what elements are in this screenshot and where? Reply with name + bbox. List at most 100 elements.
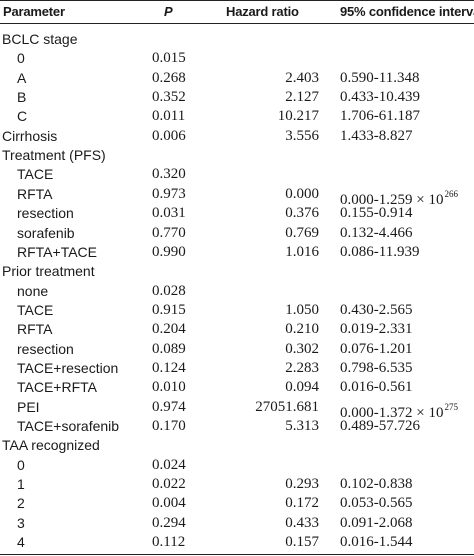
row-p-value: 0.990 [152, 243, 186, 260]
ci-text: 0.076-1.201 [340, 340, 413, 357]
row-p-value: 0.974 [152, 398, 186, 415]
row-subparameter: TACE+RFTA [17, 379, 97, 396]
table-row: Prior treatment [0, 261, 474, 281]
ci-text: 0.430-2.565 [340, 301, 413, 318]
row-hazard-ratio: 1.050 [285, 301, 319, 318]
row-confidence-interval: 0.053-0.565 [340, 493, 413, 513]
table-row: RFTA 0.973 0.000 0.000-1.259 × 10266 [0, 184, 474, 208]
table-row: 0 0.024 [0, 455, 474, 475]
header-parameter: Parameter [3, 4, 65, 19]
row-subparameter: TACE [17, 166, 54, 183]
row-hazard-ratio: 0.210 [285, 321, 319, 338]
row-p-value: 0.204 [152, 321, 186, 338]
ci-text: 0.053-0.565 [340, 495, 413, 512]
ci-exponent: 275 [444, 401, 458, 412]
row-parameter: BCLC stage [2, 31, 78, 47]
row-subparameter: B [17, 89, 27, 106]
row-hazard-ratio: 0.000 [285, 185, 319, 202]
row-subparameter: sorafenib [17, 224, 75, 241]
row-p-value: 0.031 [152, 205, 186, 222]
table-row: 1 0.022 0.293 0.102-0.838 [0, 474, 474, 494]
ci-text: 0.016-1.544 [340, 534, 413, 551]
table-row: TAA recognized [0, 435, 474, 455]
table-row: C 0.011 10.217 1.706-61.187 [0, 106, 474, 126]
bottom-rule [0, 554, 474, 555]
row-p-value: 0.170 [152, 418, 186, 434]
table-row: TACE+resection 0.124 2.283 0.798-6.535 [0, 358, 474, 378]
table-row: TACE 0.320 [0, 164, 474, 184]
ci-text: 0.102-0.838 [340, 476, 413, 493]
row-p-value: 0.006 [152, 127, 186, 144]
ci-text: 1.433-8.827 [340, 127, 413, 144]
row-confidence-interval: 0.102-0.838 [340, 474, 413, 494]
row-parameter: TAA recognized [2, 437, 100, 454]
ci-text: 0.019-2.331 [340, 321, 413, 338]
row-p-value: 0.320 [152, 166, 186, 183]
table-row: TACE+RFTA 0.010 0.094 0.016-0.561 [0, 377, 474, 397]
ci-text: 0.132-4.466 [340, 224, 413, 241]
table-row: resection 0.089 0.302 0.076-1.201 [0, 339, 474, 359]
row-parameter: Cirrhosis [2, 127, 58, 144]
table-row: RFTA 0.204 0.210 0.019-2.331 [0, 319, 474, 339]
row-subparameter: TACE [17, 301, 54, 318]
table-row: RFTA+TACE 0.990 1.016 0.086-11.939 [0, 242, 474, 262]
row-confidence-interval: 1.433-8.827 [340, 126, 413, 146]
table-row: Treatment (PFS) [0, 145, 474, 165]
row-p-value: 0.011 [152, 108, 186, 125]
row-confidence-interval: 0.000-1.372 × 10275 [340, 397, 458, 423]
row-subparameter: C [17, 108, 28, 125]
row-hazard-ratio: 0.157 [285, 534, 319, 551]
row-subparameter: 2 [17, 495, 25, 512]
row-hazard-ratio: 0.769 [285, 224, 319, 241]
row-p-value: 0.089 [152, 340, 186, 357]
row-hazard-ratio: 0.302 [285, 340, 319, 357]
row-p-value: 0.015 [152, 50, 186, 67]
ci-text: 0.433-10.439 [340, 89, 420, 106]
row-confidence-interval: 0.430-2.565 [340, 300, 413, 320]
ci-text: 0.798-6.535 [340, 359, 413, 376]
row-subparameter: TACE+sorafenib [17, 418, 120, 434]
row-confidence-interval: 0.590-11.348 [340, 68, 419, 88]
row-hazard-ratio: 0.172 [285, 495, 319, 512]
table-row: PEI 0.974 27051.681 0.000-1.372 × 10275 [0, 397, 474, 421]
row-hazard-ratio: 0.094 [285, 379, 319, 396]
table-row: B 0.352 2.127 0.433-10.439 [0, 87, 474, 107]
table-row: 4 0.112 0.157 0.016-1.544 [0, 532, 474, 552]
row-p-value: 0.010 [152, 379, 186, 396]
row-subparameter: RFTA+TACE [17, 243, 97, 260]
row-confidence-interval: 0.091-2.068 [340, 513, 413, 533]
row-hazard-ratio: 0.293 [285, 476, 319, 493]
header-confidence-interval: 95% confidence interval [340, 4, 474, 19]
ci-text: 0.091-2.068 [340, 514, 413, 531]
row-confidence-interval: 0.016-0.561 [340, 377, 413, 397]
table-row: resection 0.031 0.376 0.155-0.914 [0, 203, 474, 223]
row-confidence-interval: 0.798-6.535 [340, 358, 413, 378]
row-subparameter: 0 [17, 50, 25, 67]
table-row: none 0.028 [0, 281, 474, 301]
ci-text: 0.000-1.372 × 10 [340, 404, 444, 421]
row-p-value: 0.112 [152, 534, 186, 551]
row-hazard-ratio: 1.016 [285, 243, 319, 260]
row-subparameter: 0 [17, 456, 25, 473]
row-hazard-ratio: 2.403 [285, 69, 319, 86]
ci-exponent: 266 [444, 188, 458, 199]
row-p-value: 0.294 [152, 514, 186, 531]
table-row: A 0.268 2.403 0.590-11.348 [0, 68, 474, 88]
row-subparameter: none [17, 282, 49, 299]
row-subparameter: RFTA [17, 185, 53, 202]
table-row: TACE 0.915 1.050 0.430-2.565 [0, 300, 474, 320]
row-p-value: 0.973 [152, 185, 186, 202]
row-confidence-interval: 0.132-4.466 [340, 223, 413, 243]
row-p-value: 0.770 [152, 224, 186, 241]
row-subparameter: A [17, 69, 27, 86]
table-row: 0 0.015 [0, 48, 474, 68]
row-hazard-ratio: 5.313 [285, 418, 319, 434]
row-hazard-ratio: 2.127 [285, 89, 319, 106]
row-confidence-interval: 0.019-2.331 [340, 319, 413, 339]
ci-text: 0.155-0.914 [340, 205, 413, 222]
row-p-value: 0.024 [152, 456, 186, 473]
row-p-value: 0.352 [152, 89, 186, 106]
ci-text: 0.489-57.726 [340, 418, 420, 434]
row-p-value: 0.124 [152, 359, 186, 376]
row-subparameter: PEI [17, 398, 40, 415]
